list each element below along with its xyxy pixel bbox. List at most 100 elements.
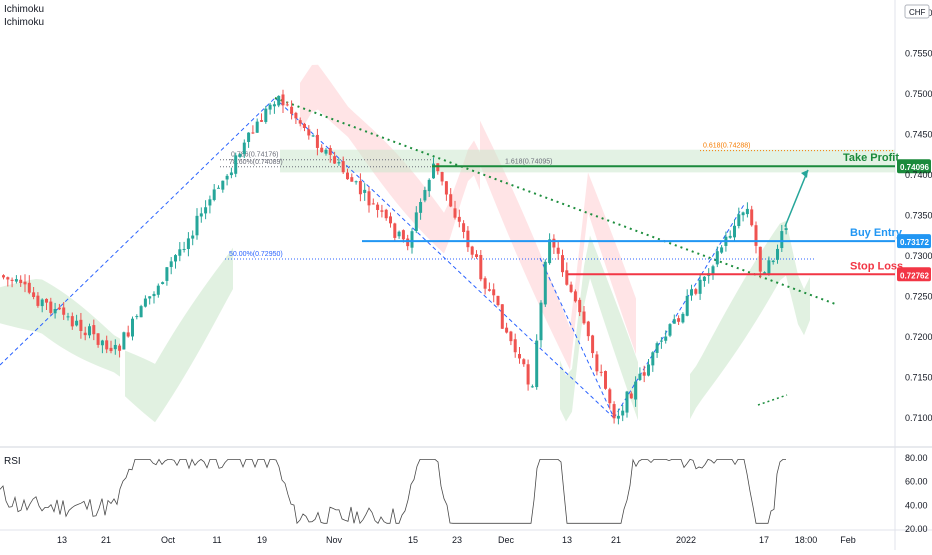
candle-body [212, 189, 216, 200]
candle-body [466, 230, 470, 248]
time-tick-label: 21 [101, 535, 111, 545]
candle-body [19, 279, 23, 284]
candle-body [281, 94, 285, 106]
price-tick-label: 0.71000 [905, 413, 932, 423]
candle-body [612, 404, 616, 419]
candle-body [694, 289, 698, 294]
candle-body [595, 354, 599, 372]
candle-body [337, 162, 341, 164]
candle-body [88, 326, 91, 336]
candle-body [509, 331, 513, 342]
candle-body [294, 112, 298, 119]
candle-body [354, 181, 358, 183]
candle-body [530, 386, 534, 388]
candle-body [217, 187, 220, 189]
candle-body [535, 340, 539, 388]
candle-body [561, 255, 564, 273]
fib-connector-line [0, 97, 276, 366]
candle-body [569, 284, 573, 292]
candle-body [311, 135, 315, 137]
candle-body [260, 120, 263, 122]
time-tick-label: 19 [257, 535, 267, 545]
indicator-label-ichimoku[interactable]: Ichimoku [4, 4, 45, 15]
candle-body [346, 172, 349, 180]
cloud-segment [125, 247, 233, 423]
candle-body [40, 299, 44, 307]
time-tick-label: Oct [161, 535, 176, 545]
candle-body [427, 179, 431, 192]
candle-body [668, 324, 672, 336]
cloud-segment [0, 278, 120, 377]
fib-level-label: 0.786(0.74176) [231, 152, 278, 159]
candle-body [225, 175, 229, 180]
candle-body [651, 352, 655, 366]
candle-body [57, 307, 61, 310]
price-axis: 0.760000.755000.750000.745000.740000.735… [904, 4, 932, 423]
time-tick-label: 18:00 [795, 535, 818, 545]
time-tick-label: 2022 [676, 535, 696, 545]
candle-body [733, 225, 736, 238]
candle-body [315, 134, 319, 148]
candle-body [23, 281, 27, 285]
cloud-segment [560, 235, 638, 422]
candle-body [655, 343, 659, 353]
candle-body [578, 299, 582, 313]
candle-body [221, 180, 225, 190]
rsi-tick-label: 20.00 [905, 524, 928, 534]
cloud-segment [480, 120, 636, 370]
candle-body [229, 172, 233, 176]
candle-body [36, 295, 40, 306]
fib-level-label: 78.60%(0.74089) [229, 159, 283, 166]
candle-body [720, 247, 724, 253]
candle-body [10, 279, 14, 281]
candle-body [419, 202, 423, 213]
candle-body [6, 277, 10, 280]
take-profit-price-badge [897, 159, 931, 174]
candle-body [763, 272, 767, 274]
candle-body [453, 208, 457, 218]
candle-body [573, 291, 577, 302]
candle-body [363, 189, 367, 193]
time-axis: 13 21 Oct 11 19 Nov 15 23 Dec 13 21 2022 17 18:00 Feb [57, 535, 856, 545]
candle-body [698, 279, 702, 294]
candle-body [754, 225, 758, 246]
candlesticks [2, 89, 809, 425]
stop-loss-price-badge [897, 267, 931, 282]
candle-body [75, 320, 79, 326]
time-tick-label: 13 [57, 535, 67, 545]
cloud-segment [690, 220, 810, 420]
indicator-label-rsi[interactable]: RSI [4, 456, 21, 467]
candle-body [522, 359, 526, 365]
candle-body [642, 372, 646, 376]
time-tick-label: 11 [212, 535, 221, 545]
candle-body [552, 238, 556, 248]
candle-body [14, 279, 18, 282]
candle-body [745, 208, 749, 215]
candle-body [100, 340, 104, 346]
candle-body [479, 255, 483, 280]
candle-body [182, 248, 186, 250]
candle-body [410, 231, 414, 248]
candle-body [126, 332, 130, 337]
time-tick-label: Dec [498, 535, 515, 545]
candle-body [784, 228, 788, 231]
candle-body [156, 285, 160, 295]
candle-body [324, 149, 328, 154]
candle-body [672, 319, 676, 324]
candle-body [470, 246, 474, 255]
time-tick-label: Nov [326, 535, 343, 545]
candle-body [380, 210, 384, 212]
projection-arrow-line [784, 169, 809, 227]
candle-body [505, 327, 509, 333]
indicator-label-ichimoku-2[interactable]: Ichimoku [4, 17, 45, 28]
candle-body [79, 319, 83, 331]
candle-body [195, 215, 199, 236]
candle-body [737, 214, 741, 227]
candle-body [27, 282, 31, 293]
